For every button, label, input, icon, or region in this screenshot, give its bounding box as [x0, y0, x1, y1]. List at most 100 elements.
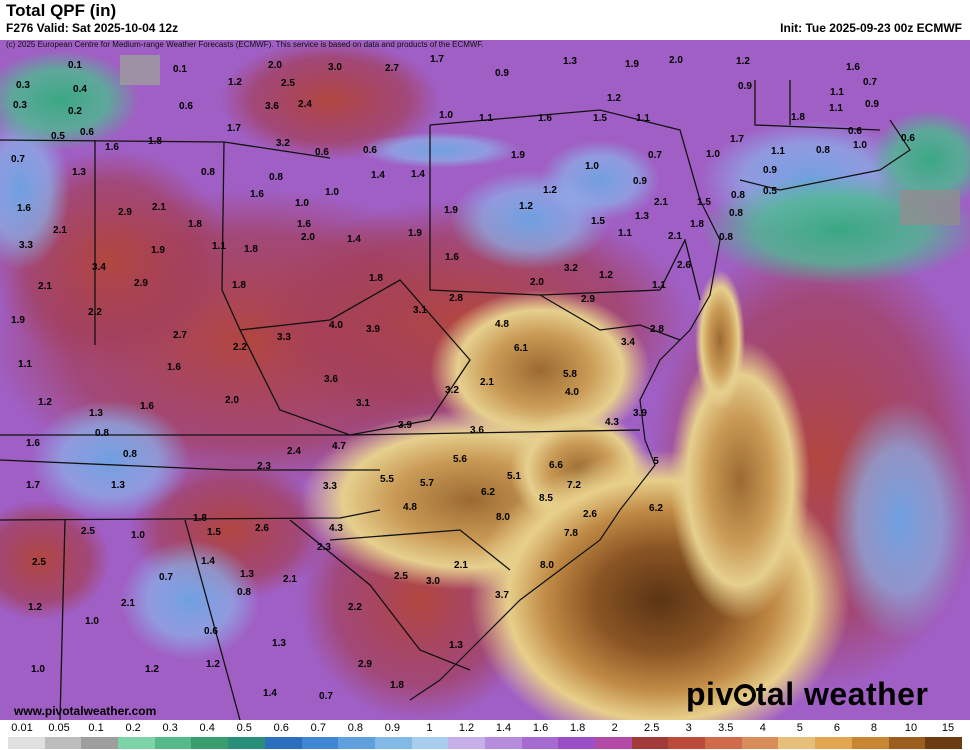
precip-value-label: 1.6 [846, 62, 860, 73]
precip-value-label: 1.2 [38, 397, 52, 408]
precip-value-label: 1.2 [736, 56, 750, 67]
legend-swatch [925, 737, 962, 749]
precip-value-label: 1.4 [347, 234, 361, 245]
precip-value-label: 0.9 [865, 99, 879, 110]
precip-value-label: 1.0 [31, 664, 45, 675]
legend-tick-label: 0.5 [236, 722, 252, 734]
precip-value-label: 6.6 [549, 460, 563, 471]
legend-tick-label: 3.5 [718, 722, 734, 734]
precip-value-label: 1.1 [618, 228, 632, 239]
precip-value-label: 2.0 [225, 395, 239, 406]
precip-value-label: 2.0 [301, 232, 315, 243]
precip-value-label: 1.2 [206, 659, 220, 670]
precip-value-label: 0.7 [648, 150, 662, 161]
precip-value-label: 1.9 [11, 315, 25, 326]
precip-value-label: 0.8 [123, 449, 137, 460]
precip-value-label: 1.7 [26, 480, 40, 491]
precip-value-label: 0.6 [901, 133, 915, 144]
precip-value-label: 3.3 [323, 481, 337, 492]
precip-value-label: 3.1 [356, 398, 370, 409]
legend-tick-label: 0.3 [162, 722, 178, 734]
precip-value-label: 2.5 [281, 78, 295, 89]
precip-value-label: 1.3 [563, 56, 577, 67]
precip-value-label: 0.8 [731, 190, 745, 201]
legend-swatch [705, 737, 742, 749]
legend-swatch [851, 737, 889, 749]
precip-value-label: 4.3 [605, 417, 619, 428]
precip-value-label: 1.5 [593, 113, 607, 124]
precip-value-label: 1.6 [26, 438, 40, 449]
legend-tick-label: 0.01 [11, 722, 33, 734]
legend-tick-label: 10 [904, 722, 918, 734]
precip-value-label: 1.6 [140, 401, 154, 412]
precip-value-labels: 0.1 0.11.22.0 3.0 2.71.70.91.3 1.9 2.0 1.21.60… [11, 54, 915, 702]
legend-swatch [448, 737, 485, 749]
precip-value-label: 1.2 [607, 93, 621, 104]
precip-value-label: 0.8 [729, 208, 743, 219]
precip-value-label: 1.5 [591, 216, 605, 227]
precip-value-label: 2.6 [677, 260, 691, 271]
precip-value-label: 2.9 [581, 294, 595, 305]
precip-value-label: 2.2 [348, 602, 362, 613]
legend-tick-label: 1.2 [458, 722, 475, 734]
precip-value-label: 1.2 [228, 77, 242, 88]
legend-swatch [521, 737, 559, 749]
precip-value-label: 0.2 [68, 106, 82, 117]
precip-value-label: 3.7 [495, 590, 509, 601]
legend-swatch [374, 737, 412, 749]
color-legend: 0.01 0.05 0.1 0.2 0.3 0.4 0.5 0.6 0.7 0.8 0.9 1 1.2 1… [0, 720, 970, 750]
precip-value-label: 2.9 [358, 659, 372, 670]
precip-value-label: 2.4 [287, 446, 301, 457]
precip-value-label: 2.1 [283, 574, 297, 585]
precip-value-label: 1.0 [585, 161, 599, 172]
legend-tick-label: 2.5 [644, 722, 660, 734]
precip-value-label: 1.9 [408, 228, 422, 239]
precip-value-label: 3.9 [366, 324, 380, 335]
precip-value-label: 1.8 [232, 280, 246, 291]
precip-value-label: 0.9 [495, 68, 509, 79]
legend-swatch [154, 737, 192, 749]
precip-value-label: 0.8 [816, 145, 830, 156]
precip-value-label: 3.0 [328, 62, 342, 73]
precip-value-label: 2.6 [255, 523, 269, 534]
precip-value-label: 1.8 [148, 136, 162, 147]
precip-value-label: 6.2 [481, 487, 495, 498]
precip-value-label: 1.8 [791, 112, 805, 123]
precip-value-label: 0.4 [73, 84, 87, 95]
precip-value-label: 8.0 [496, 512, 510, 523]
precip-value-label: 1.1 [830, 87, 844, 98]
precip-value-label: 2.0 [530, 277, 544, 288]
precip-value-label: 2.1 [654, 197, 668, 208]
legend-swatch [81, 737, 119, 749]
legend-tick-label: 0.6 [273, 722, 289, 734]
precip-value-label: 2.2 [88, 307, 102, 318]
legend-tick-label: 1.6 [532, 722, 549, 734]
precip-value-label: 1.5 [207, 527, 221, 538]
precip-value-label: 0.6 [80, 127, 94, 138]
precip-value-label: 0.3 [16, 80, 30, 91]
precip-value-label: 1.5 [697, 197, 711, 208]
precip-value-label: 0.9 [633, 176, 647, 187]
precip-value-label: 1.6 [445, 252, 459, 263]
precip-value-label: 1.3 [272, 638, 286, 649]
precip-value-label: 1.0 [439, 110, 453, 121]
valid-time: F276 Valid: Sat 2025-10-04 12z [6, 21, 179, 35]
precip-value-label: 1.3 [449, 640, 463, 651]
website-url[interactable]: www.pivotalweather.com [14, 704, 157, 718]
precip-value-label: 3.6 [324, 374, 338, 385]
precip-value-label: 0.6 [315, 147, 329, 158]
precip-value-label: 8.0 [540, 560, 554, 571]
precip-value-label: 2.7 [173, 330, 187, 341]
precip-value-label: 4.3 [329, 523, 343, 534]
precip-value-label: 1.1 [829, 103, 843, 114]
precip-value-label: 1.0 [325, 187, 339, 198]
precip-value-label: 3.2 [564, 263, 578, 274]
precip-value-label: 1.1 [479, 113, 493, 124]
precip-value-label: 7.2 [567, 480, 581, 491]
legend-tick-label: 3 [685, 722, 692, 734]
legend-tick-label: 2 [611, 722, 618, 734]
precip-value-label: 3.2 [445, 385, 459, 396]
legend-swatch [595, 737, 632, 749]
precip-value-label: 0.7 [11, 154, 25, 165]
precip-value-label: 0.6 [179, 101, 193, 112]
